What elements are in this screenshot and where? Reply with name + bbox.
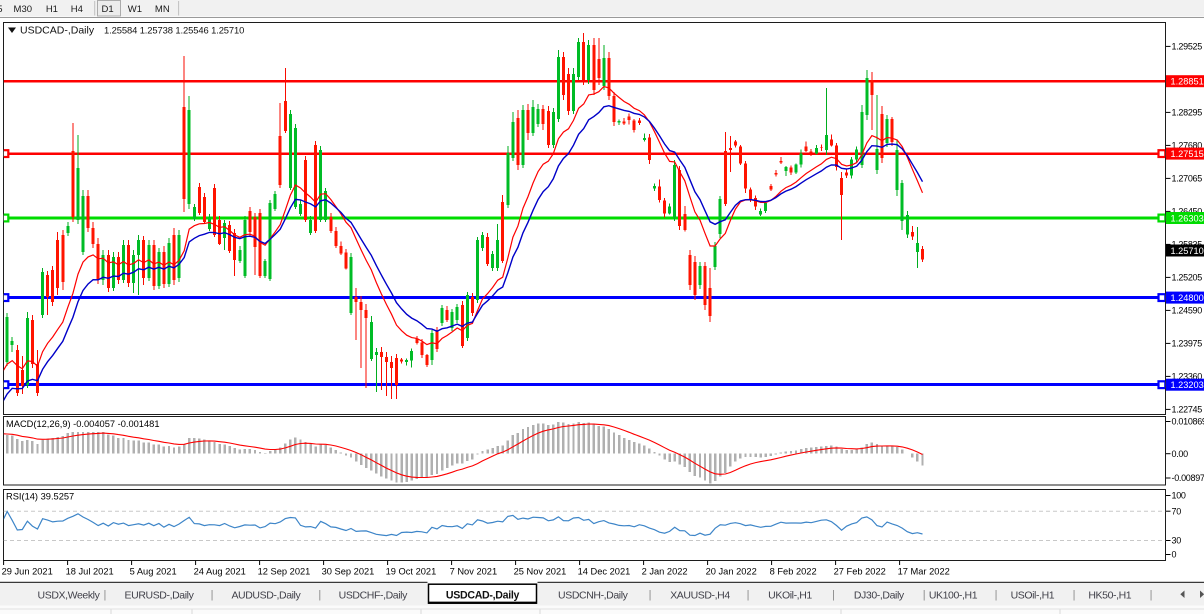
svg-text:30 Sep 2021: 30 Sep 2021	[322, 567, 375, 577]
svg-text:14 Dec 2021: 14 Dec 2021	[578, 567, 631, 577]
svg-text:W1: W1	[128, 4, 142, 15]
svg-text:|: |	[995, 589, 998, 601]
svg-text:MN: MN	[155, 4, 170, 15]
svg-text:29 Jun 2021: 29 Jun 2021	[2, 567, 53, 577]
svg-text:H1: H1	[46, 4, 58, 15]
svg-text:D1: D1	[102, 4, 114, 15]
svg-text:8 Feb 2022: 8 Feb 2022	[770, 567, 817, 577]
svg-text:1.23975: 1.23975	[1172, 339, 1203, 349]
svg-text:1.24590: 1.24590	[1172, 306, 1203, 316]
svg-text:H4: H4	[71, 4, 83, 15]
svg-text:1.29525: 1.29525	[1172, 42, 1203, 52]
svg-text:|: |	[318, 589, 321, 601]
svg-text:1.23360: 1.23360	[1172, 372, 1203, 382]
svg-text:DJ30-,Daily: DJ30-,Daily	[854, 590, 905, 602]
svg-text:1.28851: 1.28851	[1171, 77, 1204, 87]
svg-text:1.23203: 1.23203	[1171, 380, 1204, 390]
svg-text:1.28295: 1.28295	[1172, 108, 1203, 118]
svg-text:USOil-,H1: USOil-,H1	[1011, 590, 1055, 602]
svg-text:19 Oct 2021: 19 Oct 2021	[386, 567, 437, 577]
svg-text:18 Jul 2021: 18 Jul 2021	[66, 567, 114, 577]
svg-text:1.26303: 1.26303	[1171, 213, 1204, 223]
svg-text:UK100-,H1: UK100-,H1	[929, 590, 978, 602]
svg-text:12 Sep 2021: 12 Sep 2021	[258, 567, 311, 577]
svg-text:|: |	[649, 589, 652, 601]
svg-text:RSI(14) 39.5257: RSI(14) 39.5257	[6, 492, 74, 502]
svg-text:0.010869: 0.010869	[1172, 417, 1204, 427]
svg-text:HK50-,H1: HK50-,H1	[1088, 590, 1131, 602]
svg-text:USDCAD-,Daily: USDCAD-,Daily	[446, 590, 520, 602]
svg-text:|: |	[1150, 589, 1153, 601]
svg-text:|: |	[103, 589, 106, 601]
svg-text:5: 5	[0, 4, 3, 15]
svg-text:0.00: 0.00	[1172, 449, 1189, 459]
svg-text:1.25205: 1.25205	[1172, 273, 1203, 283]
svg-text:|: |	[832, 589, 835, 601]
svg-text:5 Aug 2021: 5 Aug 2021	[130, 567, 177, 577]
svg-text:-0.00897: -0.00897	[1172, 473, 1204, 483]
svg-text:1.27515: 1.27515	[1171, 149, 1204, 159]
svg-text:AUDUSD-,Daily: AUDUSD-,Daily	[231, 590, 301, 602]
svg-text:30: 30	[1172, 536, 1182, 546]
svg-text:100: 100	[1172, 491, 1186, 501]
svg-text:M30: M30	[14, 4, 32, 15]
svg-text:24 Aug 2021: 24 Aug 2021	[194, 567, 246, 577]
svg-text:27 Feb 2022: 27 Feb 2022	[834, 567, 886, 577]
svg-text:0: 0	[1172, 550, 1177, 560]
svg-text:|: |	[1073, 589, 1076, 601]
svg-text:1.22745: 1.22745	[1172, 405, 1203, 415]
svg-text:1.26450: 1.26450	[1172, 207, 1203, 217]
svg-text:1.25584 1.25738 1.25546 1.2571: 1.25584 1.25738 1.25546 1.25710	[104, 25, 244, 36]
svg-text:USDCAD-,Daily: USDCAD-,Daily	[20, 25, 95, 37]
svg-text:1.25710: 1.25710	[1171, 246, 1204, 256]
svg-text:UKOil-,H1: UKOil-,H1	[768, 590, 812, 602]
svg-text:|: |	[923, 589, 926, 601]
svg-text:XAUUSD-,H4: XAUUSD-,H4	[670, 590, 730, 602]
svg-text:2 Jan 2022: 2 Jan 2022	[642, 567, 688, 577]
svg-text:USDCNH-,Daily: USDCNH-,Daily	[558, 590, 629, 602]
svg-text:1.27065: 1.27065	[1172, 174, 1203, 184]
svg-text:1.24800: 1.24800	[1171, 293, 1204, 303]
svg-text:MACD(12,26,9) -0.004057 -0.001: MACD(12,26,9) -0.004057 -0.001481	[6, 419, 160, 429]
svg-text:USDCHF-,Daily: USDCHF-,Daily	[339, 590, 408, 602]
svg-text:70: 70	[1172, 506, 1182, 516]
svg-text:17 Mar 2022: 17 Mar 2022	[898, 567, 950, 577]
svg-text:7 Nov 2021: 7 Nov 2021	[450, 567, 498, 577]
svg-text:1.27680: 1.27680	[1172, 141, 1203, 151]
svg-text:|: |	[211, 589, 214, 601]
svg-text:EURUSD-,Daily: EURUSD-,Daily	[125, 590, 195, 602]
svg-text:25 Nov 2021: 25 Nov 2021	[514, 567, 567, 577]
svg-text:|: |	[747, 589, 750, 601]
svg-text:USDX,Weekly: USDX,Weekly	[38, 590, 101, 602]
svg-text:20 Jan 2022: 20 Jan 2022	[706, 567, 757, 577]
